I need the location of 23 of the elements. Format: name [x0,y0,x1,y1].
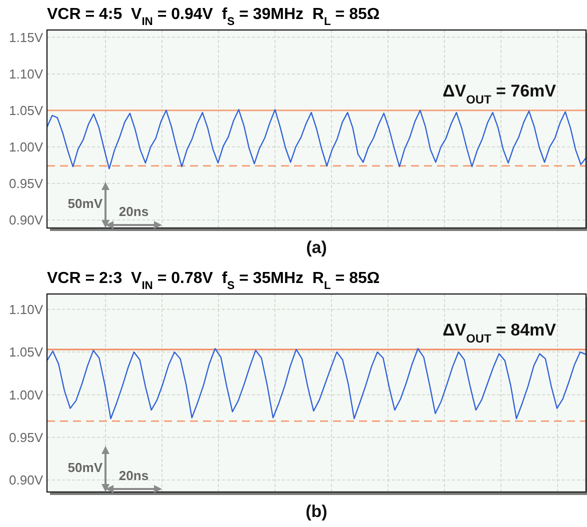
text: (a) [306,238,327,257]
annotation: 20ns [118,204,149,219]
y-tick-label: 1.05V [9,102,44,118]
y-tick-label: 0.95V [9,430,44,445]
line-series [46,348,587,420]
y-tick-label: 1.10V [9,66,44,82]
y-tick-label: 1.05V [9,344,44,360]
text: (b) [306,502,328,521]
annotation: 20ns [118,468,149,483]
y-tick-label: 0.90V [9,212,44,228]
y-tick-label: 0.90V [9,472,44,488]
chart-title: VCR = 2:3 V$_{IN}$ = 0.78V f$_{S}$ = 35MHz R$_{L}$ = 85Ω [47,270,380,292]
y-tick-label: 1.15V [9,30,44,45]
line-series [46,109,587,170]
annotation: ΔV$_{OUT}$ = 84mV [442,320,557,346]
chart-title: VCR = 4:5 V$_{IN}$ = 0.94V f$_{S}$ = 39MHz R$_{L}$ = 85Ω [47,6,380,28]
annotation: 50mV [68,196,103,211]
y-tick-label: 1.10V [9,302,44,317]
y-tick-label: 1.00V [9,387,44,402]
y-tick-label: 1.00V [9,139,44,154]
y-tick-label: 0.95V [9,176,44,191]
annotation: ΔV$_{OUT}$ = 76mV [442,81,557,106]
annotation: 50mV [68,460,103,475]
